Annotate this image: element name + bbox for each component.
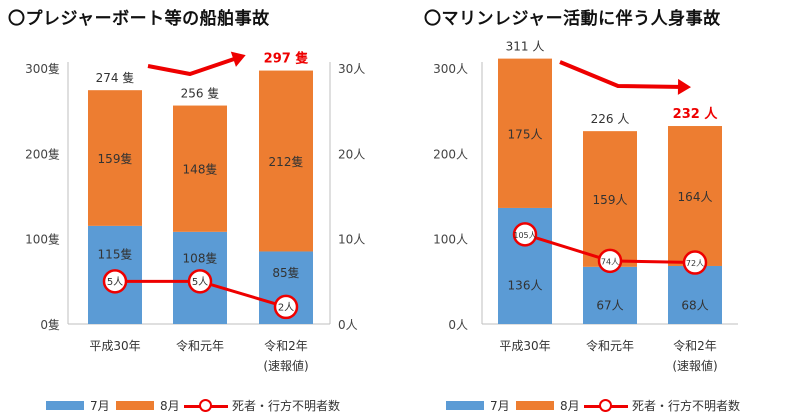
left-y2-tick: 20人 <box>338 147 365 161</box>
left-y-tick: 0隻 <box>40 317 60 332</box>
left-label-total: 297 隻 <box>264 51 309 67</box>
left-y-tick: 200隻 <box>25 146 60 161</box>
right-x-tick: 平成30年 <box>499 339 550 353</box>
left-trend-arrow-head <box>230 51 246 67</box>
right-label-august: 164人 <box>678 190 713 204</box>
left-chart-title: 〇プレジャーボート等の船舶事故 <box>8 9 270 29</box>
right-label-july: 136人 <box>508 279 543 293</box>
right-bar-july <box>668 265 722 324</box>
left-line-label: 5人 <box>107 276 123 288</box>
left-legend-line-marker <box>184 398 228 413</box>
left-x-tick: 令和元年 <box>176 338 224 353</box>
left-label-total: 274 隻 <box>96 70 135 85</box>
right-legend-august: 8月 <box>516 397 580 414</box>
right-line-label: 72人 <box>686 259 704 268</box>
right-trend-arrow-head <box>677 78 691 95</box>
right-legend-july: 7月 <box>446 397 510 414</box>
right-label-total: 226 人 <box>591 112 630 126</box>
right-y-tick: 0人 <box>448 318 468 332</box>
left-y-tick: 100隻 <box>25 232 60 247</box>
right-chart-panel: 0人 100人 200人 300人 136人 175人 311 人平成30年 67人 159人 2… <box>400 0 800 418</box>
left-label-july: 108隻 <box>183 251 218 266</box>
left-legend-july-swatch <box>46 401 84 410</box>
right-line-marker <box>512 222 538 247</box>
right-y-tick: 100人 <box>433 233 468 247</box>
left-chart-panel: 0隻 100隻 200隻 300隻 0人 10人 20人 30人 115隻 159隻 274 隻平成… <box>8 9 365 414</box>
left-label-july: 85隻 <box>272 265 299 280</box>
right-bar-august <box>498 58 552 208</box>
right-line-marker <box>597 248 623 274</box>
right-label-august: 175人 <box>508 127 543 141</box>
left-y-tick: 300隻 <box>25 61 60 76</box>
right-x-tick: 令和元年 <box>586 338 634 353</box>
right-bar-july <box>583 266 637 324</box>
right-x-subtick: (速報値) <box>672 358 717 373</box>
left-line-marker <box>273 294 299 320</box>
right-bar-august <box>583 131 637 267</box>
right-label-july: 67人 <box>596 299 623 313</box>
left-y2-tick: 0人 <box>338 318 358 332</box>
left-legend-august-swatch <box>116 401 154 410</box>
left-legend-line-label: 死者・行方不明者数 <box>232 399 341 413</box>
right-bar-august <box>668 126 722 266</box>
left-x-tick: 平成30年 <box>89 339 140 353</box>
right-y-tick: 200人 <box>433 147 468 161</box>
left-chart: 0隻 100隻 200隻 300隻 0人 10人 20人 30人 115隻 159隻 274 隻平成… <box>25 51 365 373</box>
left-legend-line: 死者・行方不明者数 <box>184 397 340 414</box>
left-y2-tick: 30人 <box>338 62 365 76</box>
right-label-july: 68人 <box>681 298 708 312</box>
left-label-august: 148隻 <box>183 162 218 177</box>
right-chart-title: 〇マリンレジャー活動に伴う人身事故 <box>424 9 721 29</box>
left-y2-tick: 10人 <box>338 233 365 247</box>
right-legend-august-label: 8月 <box>560 399 580 413</box>
left-line-marker <box>187 269 213 294</box>
left-legend-july: 7月 <box>46 397 110 414</box>
right-legend-july-label: 7月 <box>490 399 510 413</box>
right-legend-line-label: 死者・行方不明者数 <box>632 399 741 413</box>
left-legend-july-label: 7月 <box>90 399 110 413</box>
left-x-subtick: (速報値) <box>263 358 308 373</box>
right-label-total: 232 人 <box>673 106 719 122</box>
right-label-total: 311 人 <box>506 40 545 54</box>
right-line-marker <box>682 250 708 275</box>
right-y-tick: 300人 <box>433 62 468 76</box>
left-bar-august <box>88 90 142 226</box>
left-bar-august <box>173 105 227 232</box>
right-x-tick: 令和2年 <box>673 338 717 353</box>
left-legend-august: 8月 <box>116 397 180 414</box>
left-line-label: 2人 <box>278 301 294 313</box>
right-legend-july-swatch <box>446 401 484 410</box>
right-legend-line: 死者・行方不明者数 <box>584 397 740 414</box>
right-line-label: 105人 <box>513 231 536 240</box>
right-line-label: 74人 <box>601 257 619 266</box>
right-trend-arrow <box>559 60 686 89</box>
right-legend-august-swatch <box>516 401 554 410</box>
right-legend-line-marker <box>584 398 628 413</box>
left-label-august: 212隻 <box>269 154 304 169</box>
left-trend-arrow <box>147 55 241 76</box>
left-line-marker <box>102 269 128 294</box>
left-legend-august-label: 8月 <box>160 399 180 413</box>
left-label-august: 159隻 <box>98 151 133 166</box>
left-bar-august <box>259 70 313 252</box>
left-label-july: 115隻 <box>98 246 133 261</box>
left-line-label: 5人 <box>192 276 208 288</box>
left-label-total: 256 隻 <box>181 86 220 101</box>
left-x-tick: 令和2年 <box>264 338 308 353</box>
right-label-august: 159人 <box>593 193 628 207</box>
